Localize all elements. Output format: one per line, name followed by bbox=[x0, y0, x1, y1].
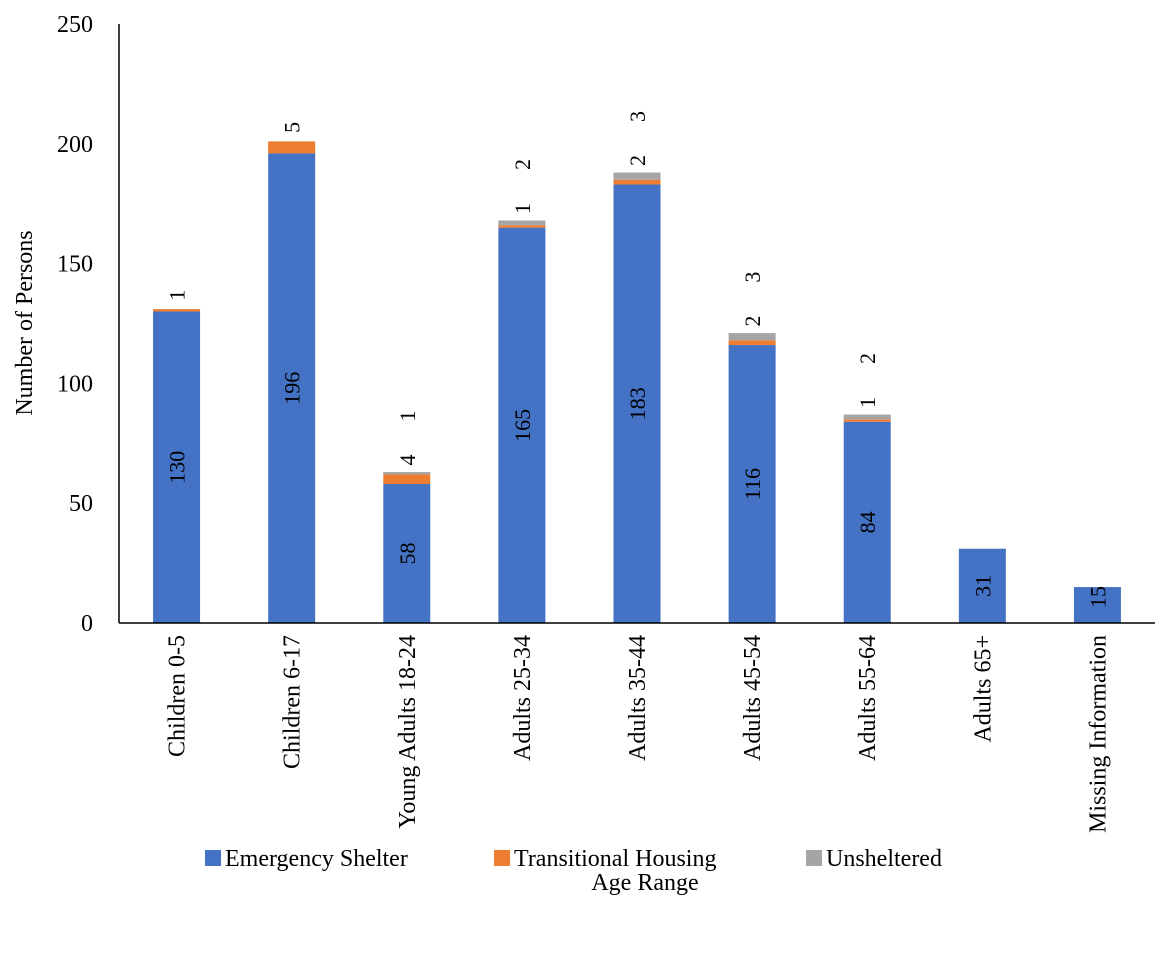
bar-emergency-shelter bbox=[153, 311, 201, 623]
bar-emergency-shelter bbox=[728, 345, 776, 623]
data-labels: 130 1 196 5 58 4 1 165 1 2 183 2 3 116 2 3 84 1 2 31 15 bbox=[165, 111, 1111, 608]
legend-label: Transitional Housing bbox=[514, 846, 716, 872]
bar-transitional-housing bbox=[728, 340, 776, 346]
y-tick-label: 150 bbox=[57, 252, 93, 278]
bar-transitional-housing bbox=[383, 474, 431, 485]
data-label-emergency-shelter: 116 bbox=[740, 468, 765, 500]
bar-transitional-housing bbox=[153, 309, 201, 312]
legend-swatch bbox=[806, 850, 822, 866]
data-label-emergency-shelter: 84 bbox=[855, 511, 880, 533]
x-tick-label: Children 6-17 bbox=[280, 635, 306, 769]
x-tick-label: Adults 65+ bbox=[970, 635, 996, 743]
data-label-emergency-shelter: 165 bbox=[510, 409, 535, 442]
bar-unsheltered bbox=[613, 172, 661, 180]
bar-emergency-shelter bbox=[268, 153, 316, 623]
x-tick-label: Adults 45-54 bbox=[740, 635, 766, 761]
data-label-emergency-shelter: 183 bbox=[625, 387, 650, 420]
x-tick-label: Adults 55-64 bbox=[855, 635, 881, 761]
y-tick-label: 250 bbox=[57, 12, 93, 38]
data-label-unsheltered: 3 bbox=[740, 272, 765, 283]
y-tick-label: 100 bbox=[57, 371, 93, 397]
legend-item-transitional-housing: Transitional Housing bbox=[494, 846, 716, 872]
y-tick-label: 200 bbox=[57, 132, 93, 158]
bar-emergency-shelter bbox=[1073, 587, 1121, 623]
x-tick-label: Adults 35-44 bbox=[625, 635, 651, 761]
x-tick-label: Adults 25-34 bbox=[510, 635, 536, 761]
data-label-unsheltered: 1 bbox=[395, 411, 420, 422]
bar-emergency-shelter bbox=[383, 484, 431, 623]
data-label-transitional-housing: 1 bbox=[855, 397, 880, 408]
y-tick-label: 0 bbox=[81, 611, 93, 637]
legend-item-emergency-shelter: Emergency Shelter bbox=[205, 846, 408, 872]
bar-unsheltered bbox=[728, 333, 776, 341]
data-label-transitional-housing: 1 bbox=[510, 203, 535, 214]
bar-transitional-housing bbox=[268, 141, 316, 154]
bar-transitional-housing bbox=[498, 225, 546, 228]
x-tick-label: Young Adults 18-24 bbox=[395, 635, 421, 829]
legend-label: Unsheltered bbox=[826, 846, 942, 872]
data-label-transitional-housing: 2 bbox=[625, 155, 650, 166]
legend-label: Emergency Shelter bbox=[225, 846, 408, 872]
y-axis: 0 50 100 150 200 250 bbox=[57, 12, 120, 637]
data-label-transitional-housing: 5 bbox=[280, 122, 305, 133]
y-tick-label: 50 bbox=[69, 491, 93, 517]
x-tick-label: Missing Information bbox=[1085, 635, 1111, 833]
bar-transitional-housing bbox=[613, 179, 661, 185]
data-label-emergency-shelter: 196 bbox=[280, 372, 305, 405]
data-label-unsheltered: 2 bbox=[510, 159, 535, 170]
bar-emergency-shelter bbox=[498, 227, 546, 623]
x-tick-label: Children 0-5 bbox=[165, 635, 191, 757]
data-label-unsheltered: 3 bbox=[625, 111, 650, 122]
bar-emergency-shelter bbox=[958, 548, 1006, 623]
bar-unsheltered bbox=[383, 472, 431, 475]
legend-swatch bbox=[494, 850, 510, 866]
data-label-emergency-shelter: 58 bbox=[395, 543, 420, 565]
legend-item-unsheltered: Unsheltered bbox=[806, 846, 942, 872]
bar-unsheltered bbox=[843, 414, 891, 420]
data-label-transitional-housing: 2 bbox=[740, 316, 765, 327]
bars bbox=[153, 141, 1121, 624]
data-label-emergency-shelter: 31 bbox=[970, 575, 995, 597]
data-label-emergency-shelter: 15 bbox=[1085, 586, 1110, 608]
bar-unsheltered bbox=[498, 220, 546, 226]
bar-emergency-shelter bbox=[613, 184, 661, 624]
legend: Emergency Shelter Transitional Housing Uns… bbox=[205, 846, 942, 872]
data-label-unsheltered: 2 bbox=[855, 353, 880, 364]
x-axis: Children 0-5 Children 6-17 Young Adults 18… bbox=[119, 622, 1155, 833]
x-axis-title: Age Range bbox=[591, 870, 698, 896]
data-label-emergency-shelter: 130 bbox=[165, 451, 190, 484]
legend-swatch bbox=[205, 850, 221, 866]
y-axis-title: Number of Persons bbox=[12, 230, 38, 415]
bar-emergency-shelter bbox=[843, 421, 891, 623]
data-label-transitional-housing: 4 bbox=[395, 455, 420, 466]
bar-transitional-housing bbox=[843, 419, 891, 422]
data-label-transitional-housing: 1 bbox=[165, 290, 190, 301]
